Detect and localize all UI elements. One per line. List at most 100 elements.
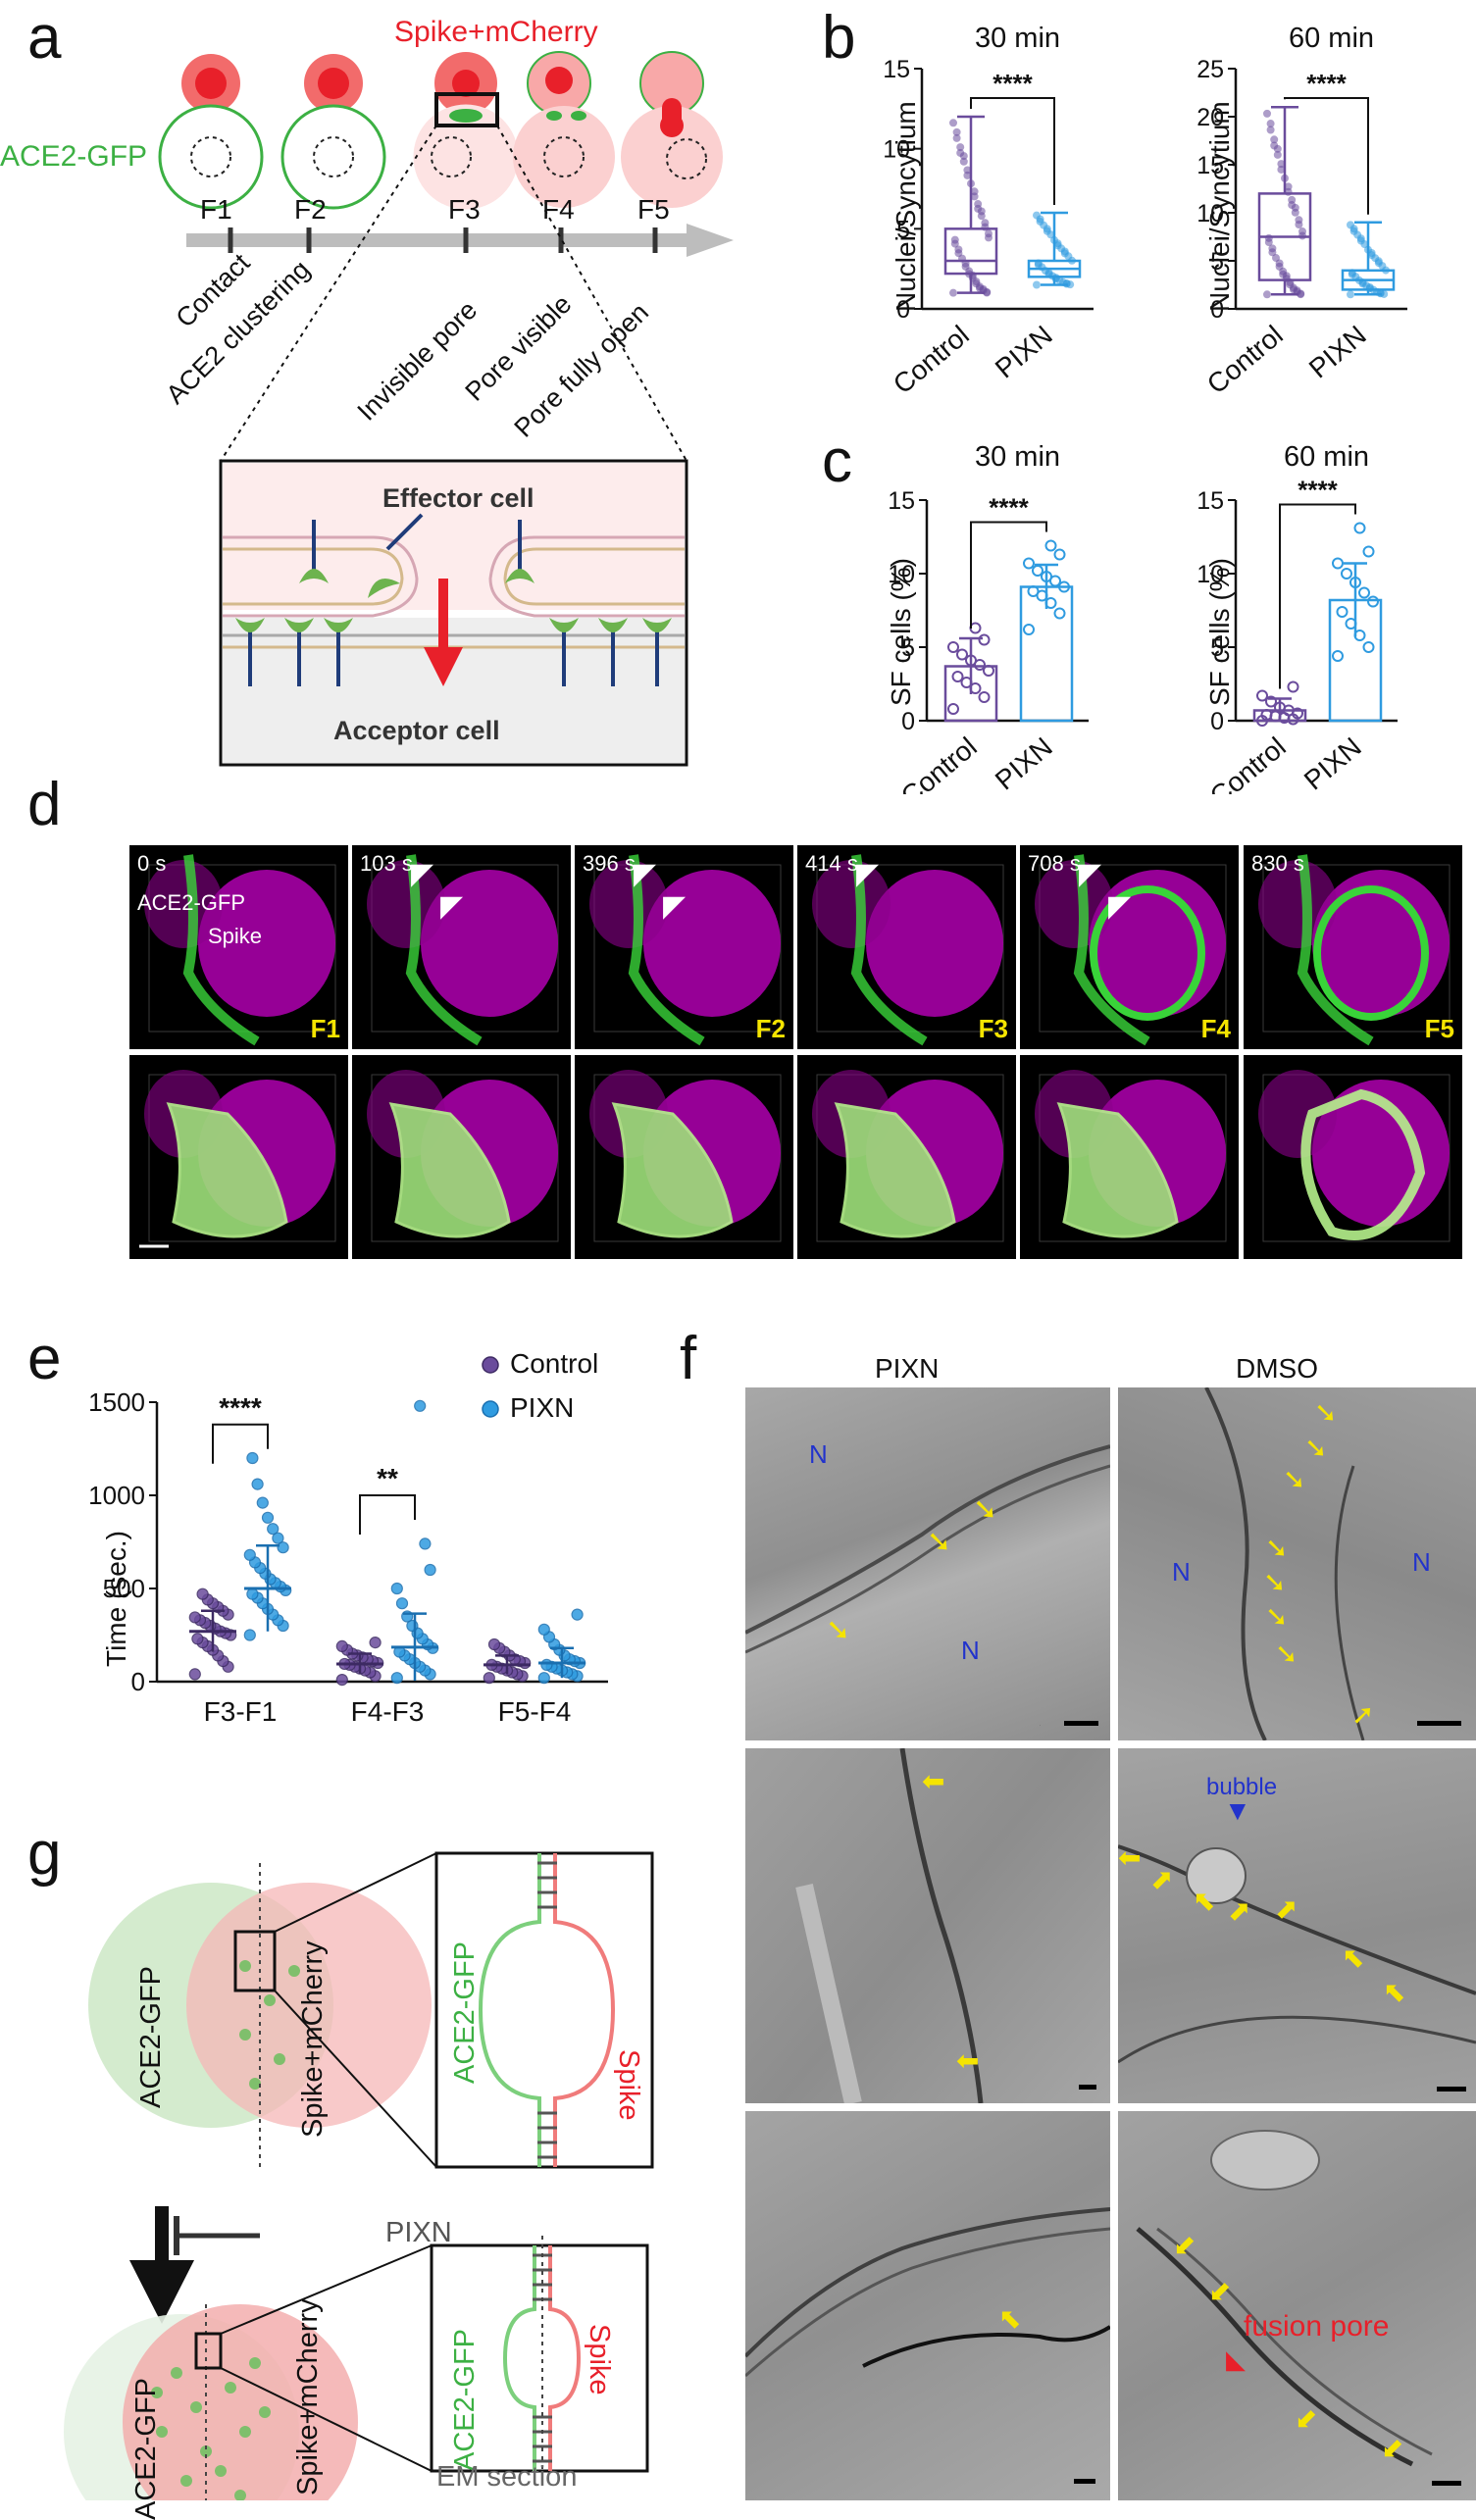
stage-tag: F2 xyxy=(755,1014,786,1043)
data-point xyxy=(959,157,968,166)
data-point xyxy=(424,1563,436,1577)
data-point xyxy=(1068,256,1076,265)
data-point xyxy=(335,1674,348,1687)
panel-c-ylabel-2: SF cells (%) xyxy=(1204,558,1235,706)
data-point xyxy=(419,1537,432,1550)
data-point xyxy=(956,143,965,152)
stage-tag: F3 xyxy=(978,1014,1008,1043)
spike-cell xyxy=(866,870,1003,1017)
data-point xyxy=(243,1629,256,1641)
ace2-surface xyxy=(166,1102,288,1238)
white-arrowhead-icon: ◤ xyxy=(440,890,464,923)
frame-content xyxy=(1258,854,1451,1046)
effector-cell-label: Effector cell xyxy=(382,483,534,513)
data-point xyxy=(983,665,994,677)
x-tick-label: PIXN xyxy=(990,731,1058,794)
frame-content xyxy=(139,1070,336,1248)
fusion-pore-label: fusion pore xyxy=(1244,2310,1390,2343)
timestamp-label: 0 s xyxy=(137,851,167,876)
significance-stars: **** xyxy=(219,1392,262,1423)
stage-f4: F4 xyxy=(542,194,575,225)
data-point xyxy=(965,654,977,667)
stage-f5: F5 xyxy=(637,194,670,225)
data-point xyxy=(977,212,986,221)
data-point xyxy=(978,633,991,646)
data-point xyxy=(1033,280,1041,289)
volume-box xyxy=(371,1074,559,1242)
stage-cells xyxy=(158,51,723,210)
effector-cell xyxy=(1258,1070,1337,1158)
data-point xyxy=(1290,285,1298,294)
x-tick-label: Control xyxy=(1204,731,1292,794)
spike-mcherry-label: Spike+mCherry xyxy=(394,16,598,48)
x-tick-label: Control xyxy=(1201,320,1289,400)
data-point xyxy=(191,1633,204,1645)
data-point xyxy=(1051,275,1060,283)
chart-title: 60 min xyxy=(1289,23,1374,54)
data-point xyxy=(277,1541,289,1554)
white-arrowhead-icon: ◤ xyxy=(1108,890,1132,923)
spike-cell xyxy=(1312,870,1450,1017)
data-point xyxy=(1349,577,1361,588)
effector-cell xyxy=(812,860,891,948)
data-point xyxy=(261,1511,275,1524)
data-point xyxy=(1362,641,1375,653)
data-point xyxy=(1367,595,1379,608)
data-point xyxy=(1345,618,1357,630)
data-point xyxy=(369,1637,382,1649)
effector-cell xyxy=(144,860,223,948)
y-tick-label: 5 xyxy=(1210,248,1224,276)
ace2-surface xyxy=(1300,1088,1426,1240)
y-tick-label: 5 xyxy=(1210,634,1224,662)
timestamp-label: 830 s xyxy=(1251,851,1304,876)
timelapse-frame: 708 s F4 ◤ ◤ xyxy=(1018,843,1241,1051)
panel-a-schematic xyxy=(158,51,734,767)
data-point xyxy=(1336,606,1349,618)
data-point xyxy=(1053,241,1062,250)
yellow-arrow-icon: ⬋ xyxy=(1381,2433,1404,2463)
y-tick-label: 20 xyxy=(1196,104,1224,131)
data-point xyxy=(1036,217,1044,226)
timelapse-frame: 396 s F2 ◤ ◤ xyxy=(573,843,795,1051)
yellow-arrow-icon: ⬅ xyxy=(956,2045,980,2076)
timelapse-frame: 414 s F3 ◤ xyxy=(795,843,1018,1051)
data-point xyxy=(1036,589,1048,602)
data-point xyxy=(1034,261,1043,270)
g-inset-ace2-bottom: ACE2-GFP xyxy=(449,2328,481,2471)
g-inset-spike-top: Spike xyxy=(613,2049,644,2121)
timelapse-frame: 0 s F1 ACE2-GFP Spike xyxy=(127,843,350,1051)
yellow-arrow-icon: ➘ xyxy=(1265,1601,1289,1632)
stage-f2: F2 xyxy=(294,194,327,225)
data-point xyxy=(985,233,992,242)
data-point xyxy=(1265,695,1277,708)
g-inset-ace2-top: ACE2-GFP xyxy=(449,1940,481,2084)
data-point xyxy=(1353,522,1366,534)
data-point xyxy=(1277,160,1286,169)
yellow-arrow-icon: ⬅ xyxy=(1118,1842,1142,1873)
timelapse-render-frame xyxy=(127,1053,350,1261)
panel-e-ylabel: Time (sec.) xyxy=(101,1531,131,1667)
yellow-arrow-icon: ➘ xyxy=(826,1614,851,1646)
panel-label-b: b xyxy=(822,4,856,72)
ace2-signal xyxy=(850,854,928,1046)
y-tick-label: 15 xyxy=(1196,152,1224,179)
em-image-dmso-1: N N ➘ ➘ ➘ ➘ ➘ ➘ ➘ ➚ xyxy=(1118,1387,1476,1740)
y-tick-label: 500 xyxy=(103,1574,145,1603)
data-point xyxy=(954,249,963,258)
legend-label: PIXN xyxy=(510,1392,574,1423)
yellow-arrow-icon: ➘ xyxy=(1263,1567,1287,1597)
frame-content xyxy=(589,1070,782,1242)
y-tick-label: 1000 xyxy=(88,1481,145,1510)
data-point xyxy=(963,166,972,175)
ace2-surface xyxy=(1056,1102,1179,1238)
data-point xyxy=(983,288,992,297)
data-point xyxy=(949,288,957,297)
panel-b-ylabel-2: Nuclei/Syncytium xyxy=(1204,101,1235,312)
effector-cell xyxy=(1035,860,1113,948)
data-point xyxy=(969,682,982,694)
panel-label-f: f xyxy=(680,1325,697,1392)
data-point xyxy=(272,1532,284,1544)
data-point xyxy=(414,1399,427,1412)
data-point xyxy=(1353,630,1366,641)
significance-stars: ** xyxy=(377,1463,398,1493)
